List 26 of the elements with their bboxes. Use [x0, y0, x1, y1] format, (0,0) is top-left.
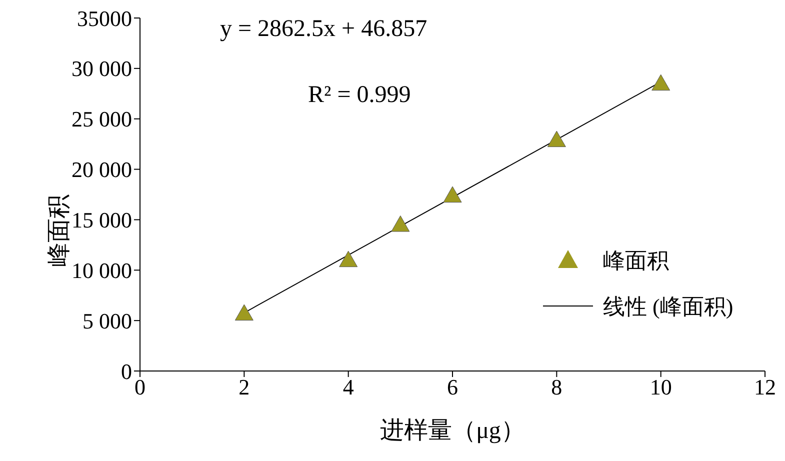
y-tick-label: 20 000 — [72, 157, 132, 182]
point — [652, 74, 670, 91]
annotation: y = 2862.5x + 46.857 — [220, 16, 428, 42]
y-tick-label: 25 000 — [72, 106, 132, 132]
y-tick-label: 10 000 — [72, 258, 132, 283]
y-tick-label: 15 000 — [72, 208, 132, 233]
legend-label: 线性 (峰面积) — [603, 294, 734, 319]
y-tick-label: 35000 — [77, 6, 132, 31]
x-axis-title: 进样量（μg） — [380, 418, 525, 444]
point — [391, 216, 410, 232]
x-tick-label: 4 — [342, 374, 354, 400]
x-tick-label: 10 — [650, 374, 672, 400]
y-axis-title: 峰面积 — [46, 194, 73, 266]
point — [234, 304, 254, 321]
annotation: R² = 0.999 — [308, 82, 411, 108]
x-tick-label: 6 — [447, 374, 458, 400]
x-tick-label: 8 — [551, 374, 562, 400]
y-tick-label: 5 000 — [82, 308, 132, 334]
point — [547, 130, 566, 148]
y-tick-label: 0 — [121, 358, 132, 384]
point — [339, 250, 358, 268]
legend-label: 峰面积 — [603, 248, 669, 273]
x-tick-label: 12 — [754, 374, 776, 400]
y-tick-label: 30 000 — [72, 56, 132, 82]
x-tick-label: 2 — [238, 374, 250, 400]
point — [443, 186, 462, 203]
